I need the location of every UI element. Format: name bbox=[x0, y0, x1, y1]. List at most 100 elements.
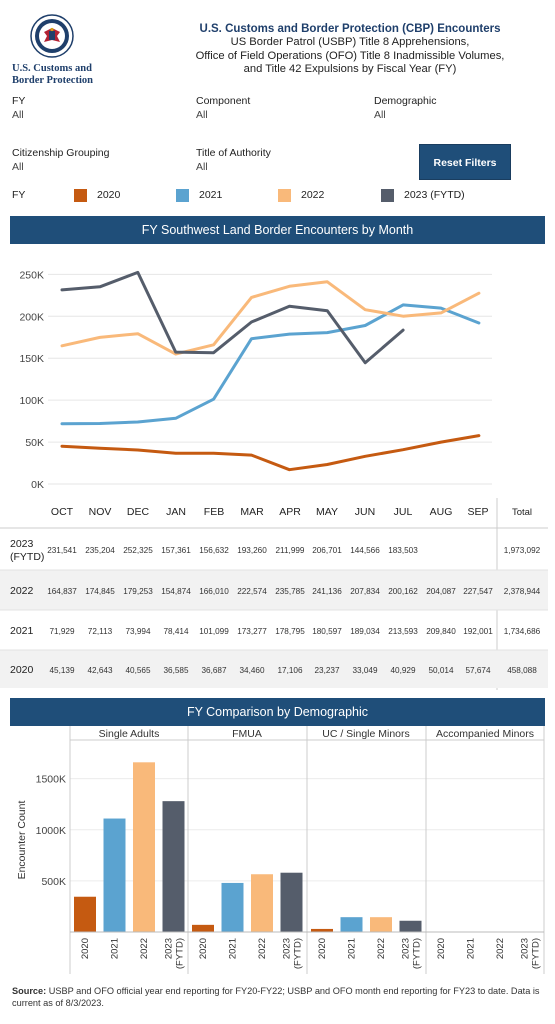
table-cell: 156,632 bbox=[199, 546, 229, 555]
y-tick-label: 100K bbox=[19, 395, 44, 407]
data-point bbox=[364, 308, 367, 311]
y-tick-label: 0K bbox=[31, 479, 44, 491]
table-cell: 34,460 bbox=[239, 666, 264, 675]
table-cell: 209,840 bbox=[426, 627, 456, 636]
data-point bbox=[98, 422, 102, 425]
filter-demographic-label: Demographic bbox=[374, 95, 437, 107]
source-label: Source: bbox=[12, 986, 47, 996]
row-band bbox=[0, 650, 548, 688]
table-cell: 72,113 bbox=[88, 627, 113, 636]
table-cell: 42,643 bbox=[87, 666, 112, 675]
table-cell: 173,277 bbox=[237, 627, 267, 636]
legend-item-2020[interactable]: 2020 bbox=[74, 188, 120, 202]
x-tick-group: 2022 bbox=[139, 938, 150, 959]
x-tick-label: (FYTD) bbox=[531, 938, 542, 969]
table-cell: 36,687 bbox=[201, 666, 226, 675]
x-tick-label: (FYTD) bbox=[175, 938, 186, 969]
table-cell: 183,503 bbox=[388, 546, 418, 555]
table-cell: 101,099 bbox=[199, 627, 229, 636]
data-point bbox=[326, 309, 329, 312]
x-tick-label: 2022 bbox=[139, 938, 150, 959]
table-cell: 235,204 bbox=[85, 546, 115, 555]
x-tick-label: 2021 bbox=[228, 938, 239, 959]
bar-2022 bbox=[370, 917, 392, 932]
bar-2021 bbox=[340, 917, 363, 932]
data-point bbox=[401, 328, 405, 332]
column-header: MAY bbox=[316, 506, 338, 518]
column-header: JAN bbox=[166, 506, 186, 518]
table-cell: 40,929 bbox=[390, 666, 415, 675]
y-tick-label: 50K bbox=[25, 437, 44, 449]
filter-fy[interactable]: FY All bbox=[12, 95, 162, 121]
filter-fy-value[interactable]: All bbox=[12, 109, 24, 121]
legend-text-2022: 2022 bbox=[301, 189, 325, 201]
filter-citizenship-value[interactable]: All bbox=[12, 161, 24, 173]
data-point bbox=[288, 305, 291, 308]
data-point bbox=[60, 444, 64, 448]
legend-item-2022[interactable]: 2022 bbox=[278, 188, 324, 202]
subtitle-line-1: US Border Patrol (USBP) Title 8 Apprehen… bbox=[230, 36, 470, 48]
data-point bbox=[212, 343, 215, 347]
data-point bbox=[364, 455, 367, 458]
series-line-2023 bbox=[60, 270, 405, 365]
y-tick-label: 250K bbox=[19, 269, 44, 281]
section-title-demographic: FY Comparison by Demographic bbox=[10, 698, 545, 726]
data-point bbox=[477, 321, 481, 325]
section-title-monthly: FY Southwest Land Border Encounters by M… bbox=[10, 216, 545, 244]
table-cell: 57,674 bbox=[465, 666, 490, 675]
table-cell: 206,701 bbox=[312, 546, 342, 555]
column-header: OCT bbox=[51, 506, 74, 518]
bar-2022 bbox=[133, 762, 155, 932]
table-cell: 1,973,092 bbox=[504, 546, 541, 555]
table-cell: 192,001 bbox=[463, 627, 493, 636]
filter-component-label: Component bbox=[196, 95, 251, 107]
data-point bbox=[250, 320, 253, 324]
bar-2021 bbox=[221, 882, 244, 932]
x-tick-label: 2020 bbox=[80, 938, 91, 959]
table-cell: 36,585 bbox=[163, 666, 188, 675]
data-point bbox=[136, 332, 139, 335]
y-tick-label: 1000K bbox=[36, 825, 66, 837]
table-cell: 78,414 bbox=[163, 627, 188, 636]
reset-filters-button[interactable]: Reset Filters bbox=[419, 144, 511, 180]
table-cell: 189,034 bbox=[350, 627, 380, 636]
cbp-wordmark: U.S. Customs and Border Protection bbox=[12, 63, 93, 86]
legend-item-2021[interactable]: 2021 bbox=[176, 188, 222, 202]
data-point bbox=[364, 324, 367, 327]
data-point bbox=[60, 288, 64, 292]
filter-demographic-value[interactable]: All bbox=[374, 109, 386, 121]
filter-component-value[interactable]: All bbox=[196, 109, 208, 121]
demographic-bar-chart: Encounter Count 500K 1000K 1500K Single Adul… bbox=[16, 726, 545, 974]
legend-text-2020: 2020 bbox=[97, 189, 121, 201]
x-tick-group: 2020 bbox=[317, 938, 328, 959]
page-title: U.S. Customs and Border Protection (CBP)… bbox=[199, 23, 501, 35]
table-cell: 144,566 bbox=[350, 546, 380, 555]
data-point bbox=[60, 344, 64, 347]
row-label: (FYTD) bbox=[10, 551, 44, 563]
logo-line-1: U.S. Customs and bbox=[12, 63, 92, 74]
table-cell: 166,010 bbox=[199, 587, 229, 596]
x-tick-group: 2023 (FYTD) bbox=[282, 938, 304, 969]
table-cell: 211,999 bbox=[276, 546, 305, 555]
table-cell: 241,136 bbox=[312, 587, 342, 596]
filter-authority[interactable]: Title of Authority All bbox=[196, 147, 346, 173]
bar-2020 bbox=[192, 924, 214, 932]
filter-fy-label: FY bbox=[12, 95, 26, 107]
y-tick-label: 500K bbox=[41, 876, 66, 888]
table-cell: 2,378,944 bbox=[504, 587, 541, 596]
filter-component[interactable]: Component All bbox=[196, 95, 346, 121]
bar-2021 bbox=[103, 818, 126, 932]
column-header: SEP bbox=[467, 506, 488, 518]
table-cell: 164,837 bbox=[47, 587, 77, 596]
legend-item-2023[interactable]: 2023 (FYTD) bbox=[381, 188, 465, 202]
filter-citizenship[interactable]: Citizenship Grouping All bbox=[12, 147, 162, 173]
filter-authority-value[interactable]: All bbox=[196, 161, 208, 173]
legend-swatch-2020 bbox=[74, 188, 87, 202]
column-header: Total bbox=[512, 507, 532, 518]
x-tick-label: 2020 bbox=[317, 938, 328, 959]
data-point bbox=[98, 285, 102, 288]
legend-label: FY bbox=[12, 189, 26, 201]
data-point bbox=[98, 336, 102, 339]
y-tick-label: 200K bbox=[19, 311, 44, 323]
filter-demographic[interactable]: Demographic All bbox=[374, 95, 524, 121]
